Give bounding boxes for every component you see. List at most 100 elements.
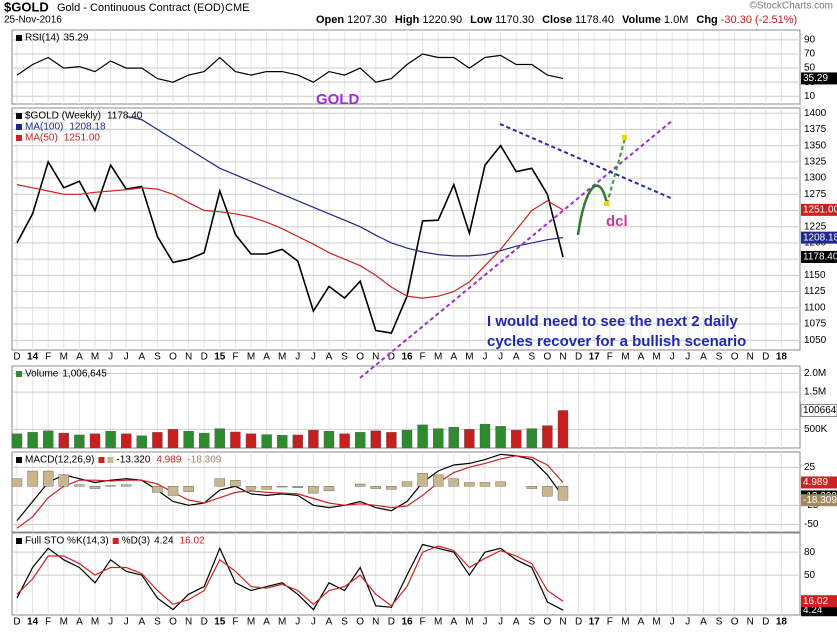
y-tick-label: 500K [804, 424, 828, 435]
x-tick-label: M [278, 352, 286, 363]
quote-label: Low [470, 14, 492, 26]
bar [479, 423, 491, 449]
legend-value: -18.309 [187, 455, 221, 466]
legend-value: 4.24 [154, 536, 174, 547]
legend-name: RSI(14) [25, 33, 59, 44]
y-tick-label: 50 [804, 570, 816, 581]
bar [27, 470, 38, 487]
bar [401, 429, 413, 449]
x-tick-label: J [295, 352, 300, 363]
bar [74, 484, 85, 487]
bar [417, 424, 428, 449]
x-tick-label: D [388, 617, 395, 628]
x-tick-label: D [13, 617, 20, 628]
legend-swatch [16, 135, 22, 141]
value-tag [801, 476, 837, 489]
legend-value: 35.29 [63, 33, 88, 44]
x-tick-label: J [685, 617, 690, 628]
x-tick-label: J [108, 352, 113, 363]
x-tick-label: A [326, 352, 333, 363]
x-tick-label: M [91, 352, 99, 363]
value-tag-label: 1006645 [803, 405, 837, 416]
x-tick-label: A [700, 617, 707, 628]
projection-dash [606, 137, 626, 205]
description: Gold - Continuous Contract (EOD) [57, 2, 225, 14]
value-tag-label: 4.24 [803, 605, 823, 616]
quote-value: -30.30 (-2.51%) [721, 14, 797, 26]
legend-value: 1208.18 [69, 122, 106, 133]
bar [448, 426, 459, 449]
bar [152, 486, 163, 493]
x-tick-label: F [607, 617, 613, 628]
x-tick-label: D [388, 352, 395, 363]
x-tick-label: A [450, 617, 457, 628]
x-tick-label: S [341, 352, 348, 363]
line [16, 543, 564, 611]
panel [11, 532, 801, 616]
x-tick-label: N [747, 352, 754, 363]
legend-swatch [98, 457, 105, 463]
legend-value: 1,006,645 [62, 369, 107, 380]
x-tick-label: M [465, 617, 473, 628]
x-tick-label: F [420, 617, 426, 628]
y-tick-label: 10 [804, 91, 816, 102]
x-tick-label: 14 [27, 617, 39, 628]
x-tick-label: A [638, 617, 645, 628]
x-tick-label: S [154, 352, 161, 363]
x-tick-label: 14 [27, 352, 39, 363]
value-tag-label: 1208.18 [803, 232, 837, 243]
x-tick-label: M [247, 352, 255, 363]
x-tick-label: S [716, 617, 723, 628]
bar [120, 484, 132, 487]
y-tick-label: 1225 [804, 221, 827, 232]
x-tick-label: N [559, 617, 566, 628]
value-tag [801, 250, 837, 263]
ticker: $GOLD [4, 0, 49, 14]
x-tick-label: M [652, 617, 660, 628]
bar [11, 478, 23, 487]
value-tag-label: 1251.00 [803, 205, 837, 216]
x-tick-label: D [201, 617, 208, 628]
x-tick-label: J [670, 352, 675, 363]
annotation: dcl [606, 213, 628, 230]
legend-swatch [16, 538, 22, 544]
bar [448, 478, 459, 487]
x-tick-label: O [731, 617, 739, 628]
x-tick-label: A [513, 352, 520, 363]
x-tick-label: 17 [589, 352, 601, 363]
quote-label: Chg [696, 14, 717, 26]
x-tick-label: A [700, 352, 707, 363]
projection-point [604, 201, 609, 206]
bar [261, 486, 272, 490]
bar [11, 433, 23, 449]
x-tick-label: M [247, 617, 255, 628]
x-tick-label: J [124, 617, 129, 628]
x-tick-label: 18 [776, 352, 788, 363]
x-tick-label: S [528, 352, 535, 363]
x-tick-label: F [45, 617, 51, 628]
value-tag [801, 604, 837, 617]
x-tick-label: D [762, 617, 769, 628]
bar [542, 486, 553, 497]
overlay [359, 119, 674, 379]
line [16, 144, 564, 334]
bar [136, 435, 148, 449]
y-tick-label: 1100 [804, 302, 826, 313]
y-tick-label: 25 [804, 462, 816, 473]
x-tick-label: F [607, 352, 613, 363]
x-tick-label: D [13, 352, 20, 363]
bar [245, 486, 257, 490]
x-tick-label: J [685, 352, 690, 363]
x-tick-label: O [169, 617, 177, 628]
x-tick-label: A [263, 617, 270, 628]
quote-label: Close [542, 14, 572, 26]
y-tick-label: 1300 [804, 173, 827, 184]
x-tick-label: 16 [401, 617, 413, 628]
exchange: CME [225, 2, 249, 14]
value-tag-label: 35.29 [803, 73, 828, 84]
x-tick-label: O [731, 352, 739, 363]
bar [183, 431, 194, 449]
x-tick-label: A [513, 617, 520, 628]
y-tick-label: 1075 [804, 319, 827, 330]
panel [11, 365, 801, 449]
